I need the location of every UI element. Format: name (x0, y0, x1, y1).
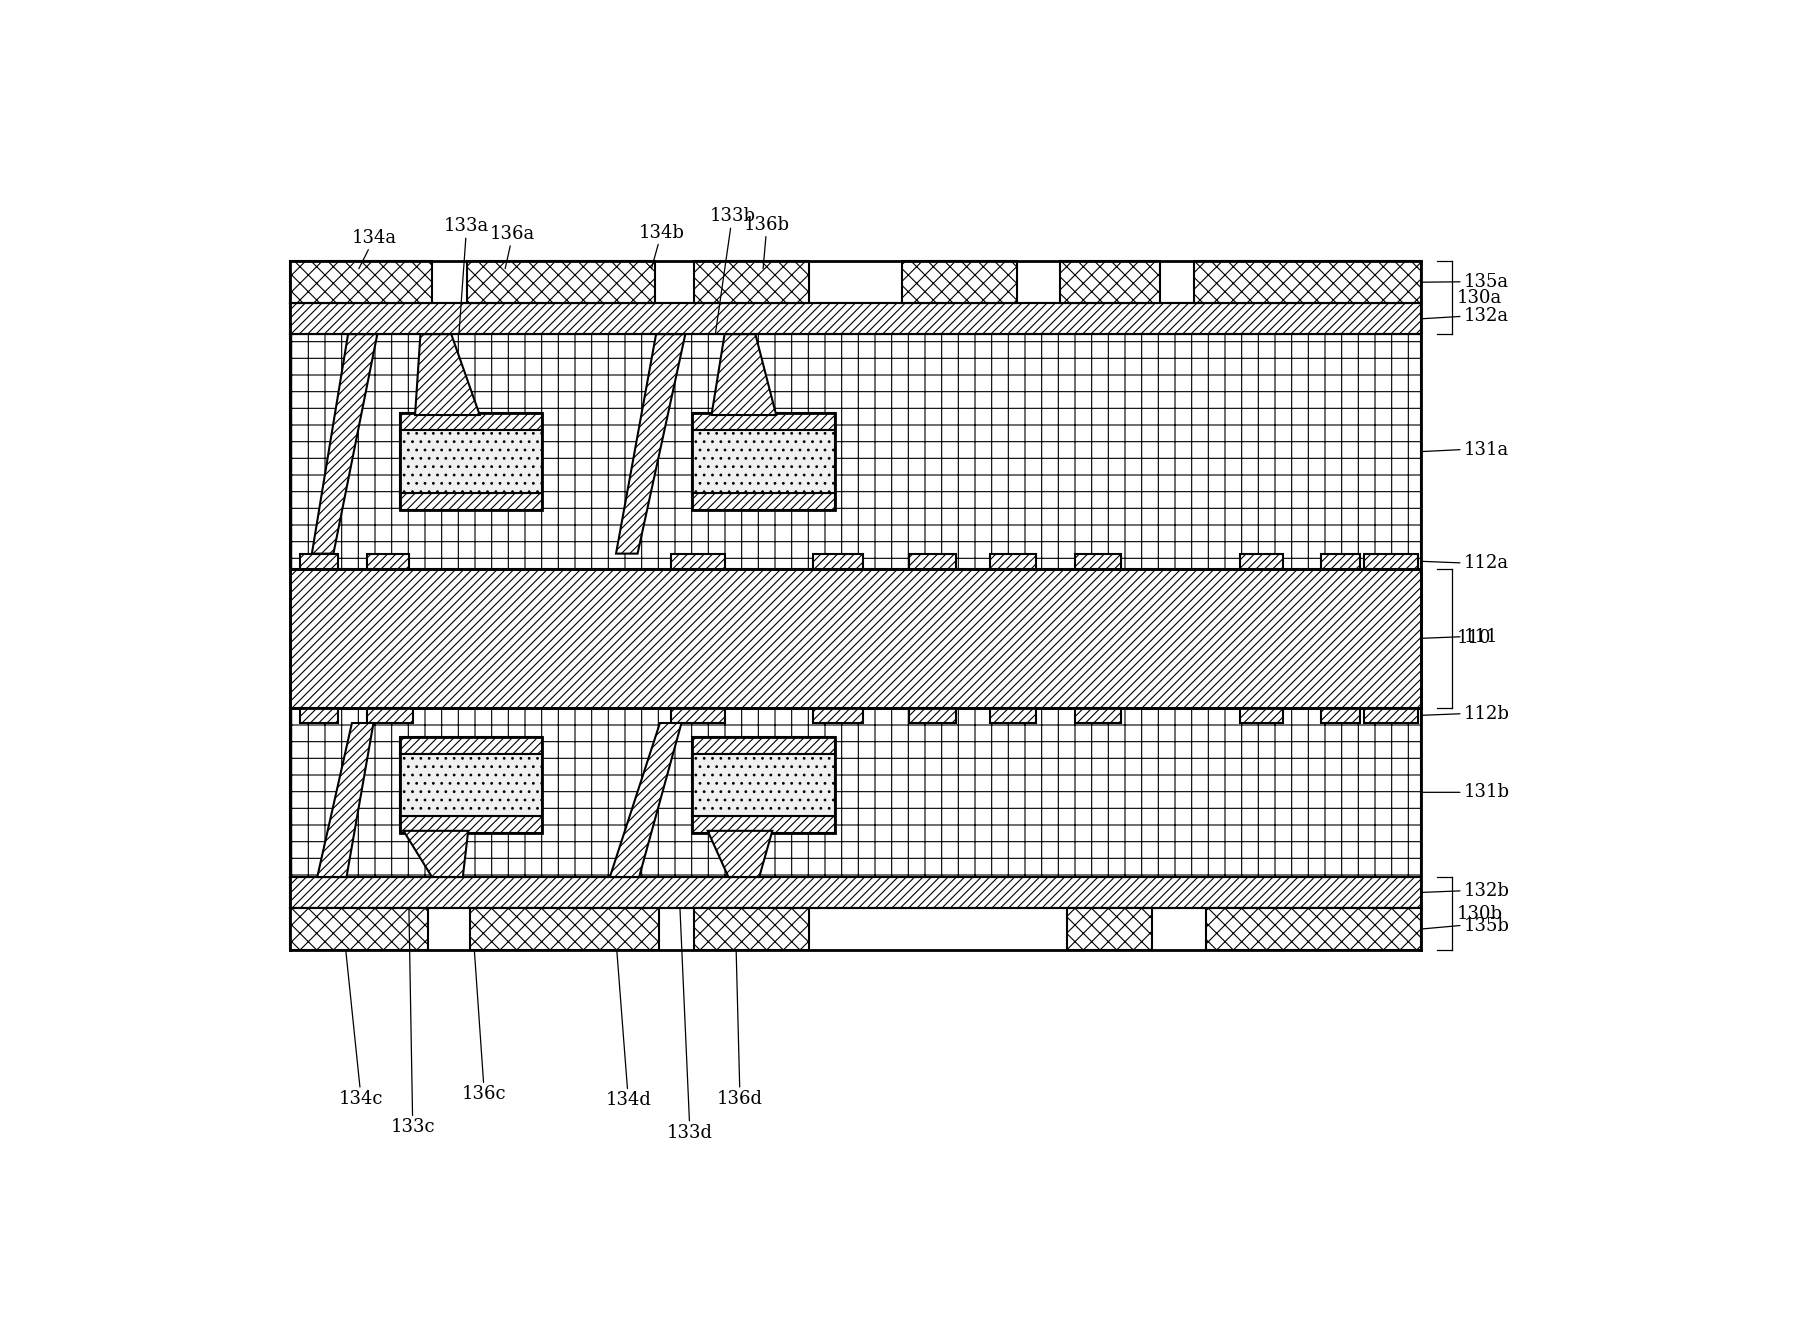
Bar (400, 754, 542, 817)
Bar (991, 554, 1036, 569)
Bar (693, 492, 834, 510)
Text: 133a: 133a (444, 217, 489, 334)
Bar (467, 261, 654, 303)
Text: 133c: 133c (391, 908, 435, 1136)
Bar (813, 708, 864, 723)
Bar (909, 708, 956, 723)
Bar (289, 261, 433, 303)
Bar (1074, 708, 1122, 723)
Polygon shape (711, 334, 776, 414)
Bar (1364, 708, 1418, 723)
Text: 134d: 134d (605, 951, 651, 1109)
Bar (813, 554, 864, 569)
Bar (1364, 554, 1418, 569)
Polygon shape (707, 831, 773, 877)
Bar (694, 908, 809, 951)
Bar (1194, 261, 1422, 303)
Bar (400, 413, 542, 430)
Text: 134a: 134a (351, 229, 396, 268)
Bar (671, 708, 725, 723)
Bar (1074, 554, 1122, 569)
Bar (1205, 908, 1422, 951)
Bar (693, 413, 834, 430)
Bar (400, 738, 542, 754)
Bar (693, 413, 834, 510)
Text: 136d: 136d (716, 951, 764, 1108)
Text: 134b: 134b (638, 224, 684, 268)
Text: 133d: 133d (667, 908, 713, 1141)
Text: 136c: 136c (462, 951, 507, 1104)
Bar (289, 334, 1422, 569)
Bar (693, 738, 834, 754)
Bar (693, 754, 834, 817)
Bar (1060, 261, 1160, 303)
Bar (400, 817, 542, 833)
Bar (289, 569, 1422, 708)
Bar (693, 817, 834, 833)
Bar (1240, 554, 1284, 569)
Text: 133b: 133b (709, 208, 754, 334)
Bar (471, 908, 660, 951)
Text: 135b: 135b (1463, 916, 1509, 935)
Polygon shape (609, 723, 682, 877)
Bar (671, 554, 725, 569)
Bar (289, 708, 1422, 877)
Bar (1322, 708, 1360, 723)
Bar (1067, 908, 1153, 951)
Bar (902, 261, 1018, 303)
Bar (400, 413, 542, 510)
Text: 131a: 131a (1463, 441, 1509, 459)
Text: 110: 110 (1456, 629, 1491, 648)
Polygon shape (318, 723, 373, 877)
Bar (289, 303, 1422, 334)
Polygon shape (616, 334, 685, 554)
Bar (367, 708, 413, 723)
Text: 132a: 132a (1463, 307, 1509, 326)
Text: 130b: 130b (1456, 905, 1503, 923)
Polygon shape (313, 334, 378, 554)
Bar (289, 908, 429, 951)
Text: 132b: 132b (1463, 882, 1509, 900)
Bar (694, 261, 809, 303)
Text: 112b: 112b (1463, 705, 1509, 723)
Text: 134c: 134c (338, 951, 384, 1108)
Text: 131b: 131b (1463, 783, 1509, 802)
Bar (367, 554, 409, 569)
Bar (400, 492, 542, 510)
Text: 136a: 136a (491, 225, 536, 268)
Text: 136b: 136b (744, 216, 791, 268)
Text: 130a: 130a (1456, 288, 1502, 307)
Text: 111: 111 (1463, 628, 1498, 646)
Bar (289, 877, 1422, 908)
Bar (1322, 554, 1360, 569)
Text: 112a: 112a (1463, 554, 1509, 571)
Bar (1240, 708, 1284, 723)
Bar (400, 738, 542, 833)
Bar (300, 554, 338, 569)
Bar (909, 554, 956, 569)
Polygon shape (404, 831, 469, 877)
Text: 135a: 135a (1463, 272, 1509, 291)
Bar (400, 430, 542, 492)
Bar (693, 738, 834, 833)
Bar (693, 430, 834, 492)
Polygon shape (415, 334, 480, 414)
Bar (300, 708, 338, 723)
Bar (991, 708, 1036, 723)
